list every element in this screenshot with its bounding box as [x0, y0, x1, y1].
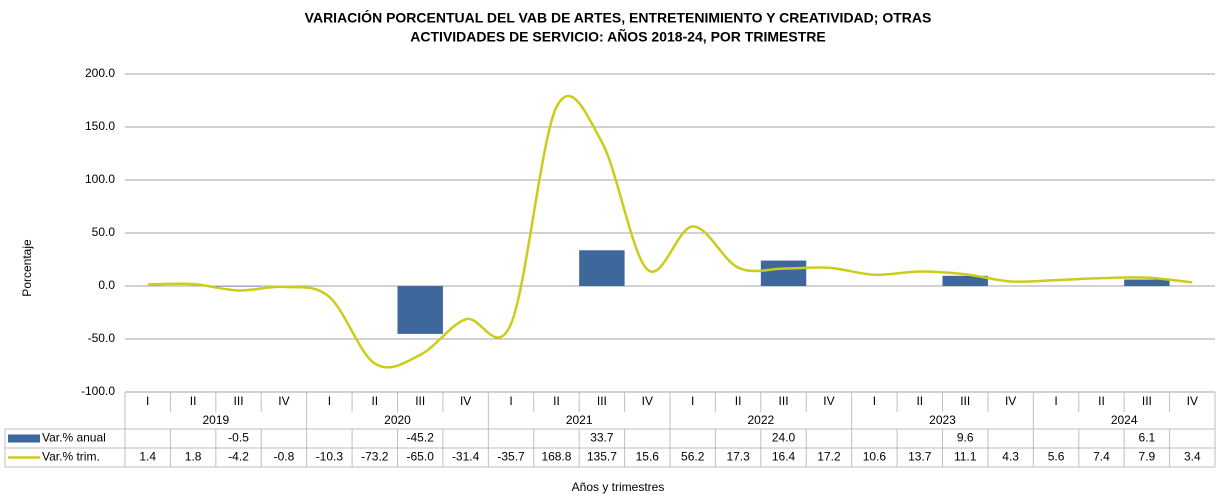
x-tick-label: IV: [1005, 394, 1016, 408]
legend-label: Var.% trim.: [42, 450, 100, 464]
y-tick-label: 50.0: [92, 225, 116, 239]
x-group-label: 2019: [202, 413, 229, 427]
bar: [397, 286, 443, 334]
table-value: 168.8: [541, 450, 571, 464]
table-value: 4.3: [1002, 450, 1019, 464]
table-value: 7.4: [1093, 450, 1110, 464]
x-group-label: 2023: [929, 413, 956, 427]
table-value: 15.6: [636, 450, 660, 464]
y-tick-label: 150.0: [85, 119, 115, 133]
bar: [215, 286, 262, 287]
x-group-label: 2020: [384, 413, 411, 427]
table-value: 5.6: [1048, 450, 1065, 464]
line: [147, 94, 1193, 369]
x-tick-label: I: [509, 394, 512, 408]
x-group-label: 2021: [566, 413, 593, 427]
table-value: 33.7: [590, 431, 614, 445]
x-tick-label: IV: [1187, 394, 1198, 408]
x-tick-label: III: [415, 394, 425, 408]
chart-title: VARIACIÓN PORCENTUAL DEL VAB DE ARTES, E…: [305, 9, 932, 26]
bar: [942, 275, 988, 286]
y-tick-label: 100.0: [85, 172, 115, 186]
x-tick-label: III: [779, 394, 789, 408]
x-tick-label: IV: [278, 394, 289, 408]
table-value: 3.4: [1184, 450, 1201, 464]
table-value: -35.7: [497, 450, 525, 464]
x-group-label: 2022: [747, 413, 774, 427]
table-value: 17.3: [726, 450, 750, 464]
x-tick-label: II: [190, 394, 197, 408]
chart-title: ACTIVIDADES DE SERVICIO: AÑOS 2018-24, P…: [410, 28, 825, 45]
legend-key: [8, 434, 40, 443]
table-value: 9.6: [957, 431, 974, 445]
table-value: -31.4: [452, 450, 480, 464]
table-value: 13.7: [908, 450, 932, 464]
x-tick-label: I: [328, 394, 331, 408]
table-value: 6.1: [1139, 431, 1156, 445]
x-tick-label: I: [1054, 394, 1057, 408]
y-axis-title: Porcentaje: [20, 239, 34, 297]
x-tick-label: IV: [460, 394, 471, 408]
x-tick-label: II: [735, 394, 742, 408]
y-tick-label: -50.0: [88, 331, 116, 345]
table-value: -0.8: [274, 450, 295, 464]
x-group-label: 2024: [1111, 413, 1138, 427]
x-axis-title: Años y trimestres: [572, 480, 665, 494]
table-value: -45.2: [407, 431, 435, 445]
table-value: 16.4: [772, 450, 796, 464]
x-tick-label: IV: [642, 394, 653, 408]
table-value: 24.0: [772, 431, 796, 445]
table-value: -10.3: [316, 450, 344, 464]
table-value: 11.1: [954, 450, 977, 464]
bar: [1124, 279, 1170, 286]
x-tick-label: I: [691, 394, 694, 408]
table-value: 1.8: [185, 450, 202, 464]
x-tick-label: III: [234, 394, 244, 408]
x-tick-label: II: [916, 394, 923, 408]
table-value: 10.6: [863, 450, 887, 464]
bar: [760, 260, 807, 286]
x-tick-label: I: [146, 394, 149, 408]
table-value: -73.2: [361, 450, 389, 464]
table-value: 135.7: [587, 450, 617, 464]
table-value: -4.2: [228, 450, 249, 464]
x-tick-label: I: [873, 394, 876, 408]
x-tick-label: III: [597, 394, 607, 408]
y-tick-label: -100.0: [81, 384, 115, 398]
x-tick-label: III: [1142, 394, 1152, 408]
bar: [579, 250, 625, 286]
y-tick-label: 0.0: [98, 278, 115, 292]
x-tick-label: II: [371, 394, 378, 408]
y-tick-label: 200.0: [85, 66, 115, 80]
table-value: 17.2: [817, 450, 841, 464]
x-tick-label: II: [553, 394, 560, 408]
table-value: 7.9: [1139, 450, 1156, 464]
table-value: 56.2: [681, 450, 705, 464]
x-tick-label: III: [960, 394, 970, 408]
table-value: 1.4: [139, 450, 156, 464]
x-tick-label: II: [1098, 394, 1105, 408]
table-value: -65.0: [407, 450, 435, 464]
legend-label: Var.% anual: [42, 431, 106, 445]
x-tick-label: IV: [823, 394, 834, 408]
table-value: -0.5: [228, 431, 249, 445]
